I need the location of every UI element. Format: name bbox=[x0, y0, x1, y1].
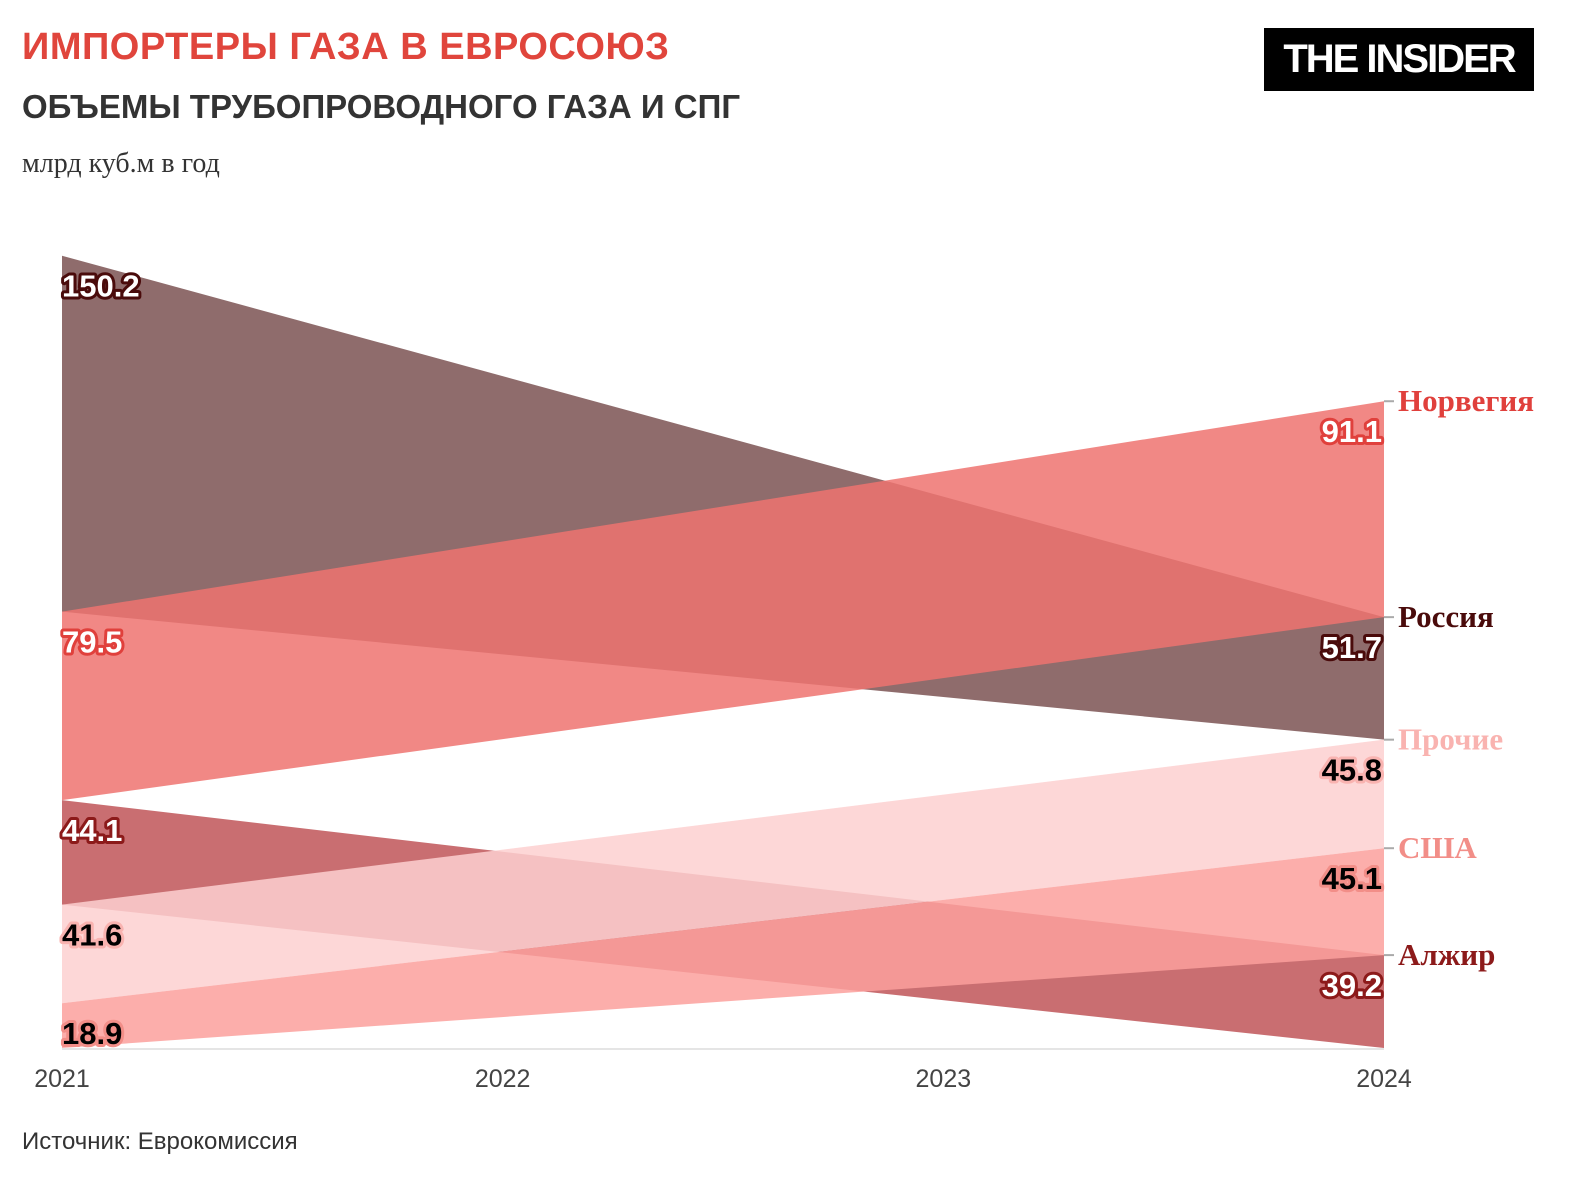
value-label-2021: 41.6 bbox=[62, 918, 122, 953]
value-label-2021: 79.5 bbox=[62, 625, 122, 660]
series-label: Прочие bbox=[1398, 722, 1503, 757]
chart-subtitle: ОБЪЕМЫ ТРУБОПРОВОДНОГО ГАЗА И СПГ bbox=[22, 88, 741, 125]
value-label-2024: 39.2 bbox=[1322, 968, 1382, 1003]
logo: THE INSIDER bbox=[1264, 28, 1534, 91]
band-3 bbox=[62, 739, 1384, 1004]
value-label-2021: 150.2 bbox=[62, 269, 140, 304]
x-tick-label: 2024 bbox=[1356, 1065, 1412, 1093]
value-label-2024: 91.1 bbox=[1322, 414, 1382, 449]
series-label: Норвегия bbox=[1398, 383, 1534, 418]
value-label-2024: 51.7 bbox=[1322, 630, 1382, 665]
x-tick-label: 2022 bbox=[475, 1065, 531, 1093]
band-4 bbox=[62, 848, 1384, 1048]
x-tick-label: 2021 bbox=[34, 1065, 90, 1093]
x-tick-label: 2023 bbox=[916, 1065, 972, 1093]
value-label-2024: 45.1 bbox=[1322, 861, 1382, 896]
value-label-2024: 45.8 bbox=[1322, 753, 1382, 788]
series-label: США bbox=[1398, 830, 1477, 865]
unit-label: млрд куб.м в год bbox=[22, 148, 220, 179]
value-label-2021: 44.1 bbox=[62, 813, 122, 848]
series-label: Россия bbox=[1398, 599, 1494, 634]
source-note: Источник: Еврокомиссия bbox=[22, 1128, 298, 1155]
series-label: Алжир bbox=[1398, 937, 1495, 972]
chart-title: ИМПОРТЕРЫ ГАЗА В ЕВРОСОЮЗ bbox=[22, 26, 670, 68]
value-label-2021: 18.9 bbox=[62, 1016, 122, 1051]
band-1 bbox=[62, 401, 1384, 801]
